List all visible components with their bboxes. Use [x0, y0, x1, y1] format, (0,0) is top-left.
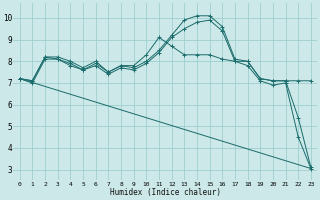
X-axis label: Humidex (Indice chaleur): Humidex (Indice chaleur) — [110, 188, 221, 197]
